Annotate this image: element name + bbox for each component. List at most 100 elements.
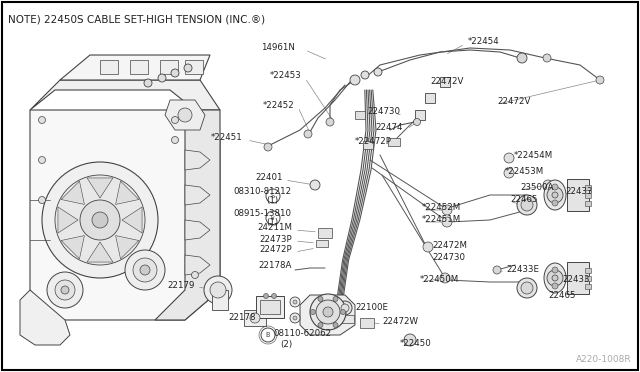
Circle shape	[333, 296, 338, 302]
Circle shape	[204, 276, 232, 304]
Text: 08110-62062: 08110-62062	[273, 328, 331, 337]
Text: 22178: 22178	[228, 314, 256, 323]
Circle shape	[326, 118, 334, 126]
Text: NOTE) 22450S CABLE SET-HIGH TENSION (INC.®): NOTE) 22450S CABLE SET-HIGH TENSION (INC…	[8, 14, 265, 24]
Circle shape	[552, 275, 558, 281]
Polygon shape	[155, 110, 220, 320]
Circle shape	[271, 294, 276, 298]
Circle shape	[172, 116, 179, 124]
Circle shape	[552, 192, 558, 198]
Circle shape	[140, 265, 150, 275]
Circle shape	[350, 75, 360, 85]
Circle shape	[266, 211, 280, 225]
Text: *22451: *22451	[211, 134, 243, 142]
Polygon shape	[165, 100, 205, 130]
Circle shape	[38, 196, 45, 203]
Text: 23500A: 23500A	[520, 183, 554, 192]
Circle shape	[133, 258, 157, 282]
Bar	[260, 300, 280, 314]
Text: 22472W: 22472W	[382, 317, 418, 327]
Text: 224730: 224730	[432, 253, 465, 263]
Bar	[130, 60, 148, 74]
Bar	[244, 310, 266, 326]
Polygon shape	[61, 181, 84, 205]
Bar	[256, 296, 284, 318]
Circle shape	[261, 328, 275, 342]
Circle shape	[318, 296, 323, 302]
Circle shape	[171, 69, 179, 77]
Circle shape	[264, 143, 272, 151]
Polygon shape	[116, 235, 139, 259]
Bar	[360, 318, 374, 328]
Bar	[355, 111, 365, 119]
Bar	[100, 60, 118, 74]
Bar	[185, 60, 203, 74]
Bar	[316, 240, 328, 247]
Polygon shape	[61, 235, 84, 259]
Circle shape	[552, 200, 558, 206]
Circle shape	[404, 334, 416, 346]
Circle shape	[38, 157, 45, 164]
Bar	[585, 185, 591, 190]
Bar	[567, 179, 589, 211]
Polygon shape	[185, 185, 210, 205]
Circle shape	[310, 310, 316, 314]
Text: 14961N: 14961N	[261, 44, 295, 52]
Circle shape	[266, 189, 280, 203]
Ellipse shape	[544, 180, 566, 210]
Text: *22451M: *22451M	[422, 215, 461, 224]
Circle shape	[184, 64, 192, 72]
Text: 22472M: 22472M	[432, 241, 467, 250]
Circle shape	[92, 212, 108, 228]
Polygon shape	[185, 150, 210, 170]
Bar	[340, 315, 354, 323]
Polygon shape	[185, 220, 210, 240]
Bar	[160, 60, 178, 74]
Circle shape	[144, 79, 152, 87]
Text: 22465: 22465	[510, 196, 538, 205]
Circle shape	[547, 187, 563, 203]
Circle shape	[543, 54, 551, 62]
Text: (1): (1)	[266, 196, 278, 205]
Circle shape	[517, 195, 537, 215]
Bar	[585, 268, 591, 273]
Bar	[318, 228, 332, 238]
Circle shape	[340, 310, 346, 314]
Bar	[585, 201, 591, 206]
Circle shape	[290, 313, 300, 323]
Circle shape	[493, 266, 501, 274]
Circle shape	[250, 313, 260, 323]
Circle shape	[38, 116, 45, 124]
Circle shape	[304, 130, 312, 138]
Circle shape	[125, 250, 165, 290]
Text: (2): (2)	[280, 340, 292, 349]
Circle shape	[338, 301, 352, 315]
Text: *22452: *22452	[263, 100, 295, 109]
Text: 22178A: 22178A	[259, 260, 292, 269]
Ellipse shape	[544, 263, 566, 293]
Circle shape	[521, 282, 533, 294]
Circle shape	[172, 137, 179, 144]
Circle shape	[552, 267, 558, 273]
Text: 22473P: 22473P	[259, 234, 292, 244]
Text: *22450M: *22450M	[420, 276, 460, 285]
Circle shape	[442, 205, 452, 215]
Circle shape	[318, 323, 323, 327]
Circle shape	[341, 304, 349, 312]
Text: *22453M: *22453M	[505, 167, 544, 176]
Polygon shape	[58, 207, 78, 233]
Polygon shape	[185, 255, 210, 275]
Text: 22433E: 22433E	[506, 266, 539, 275]
Circle shape	[158, 74, 166, 82]
Circle shape	[440, 273, 450, 283]
Circle shape	[293, 316, 297, 320]
Circle shape	[210, 282, 226, 298]
Bar	[440, 77, 450, 87]
Text: *22450: *22450	[400, 340, 432, 349]
Polygon shape	[20, 290, 70, 345]
Text: 22474: 22474	[376, 122, 403, 131]
Circle shape	[552, 184, 558, 190]
Circle shape	[191, 272, 198, 279]
Circle shape	[42, 162, 158, 278]
Circle shape	[543, 180, 553, 190]
